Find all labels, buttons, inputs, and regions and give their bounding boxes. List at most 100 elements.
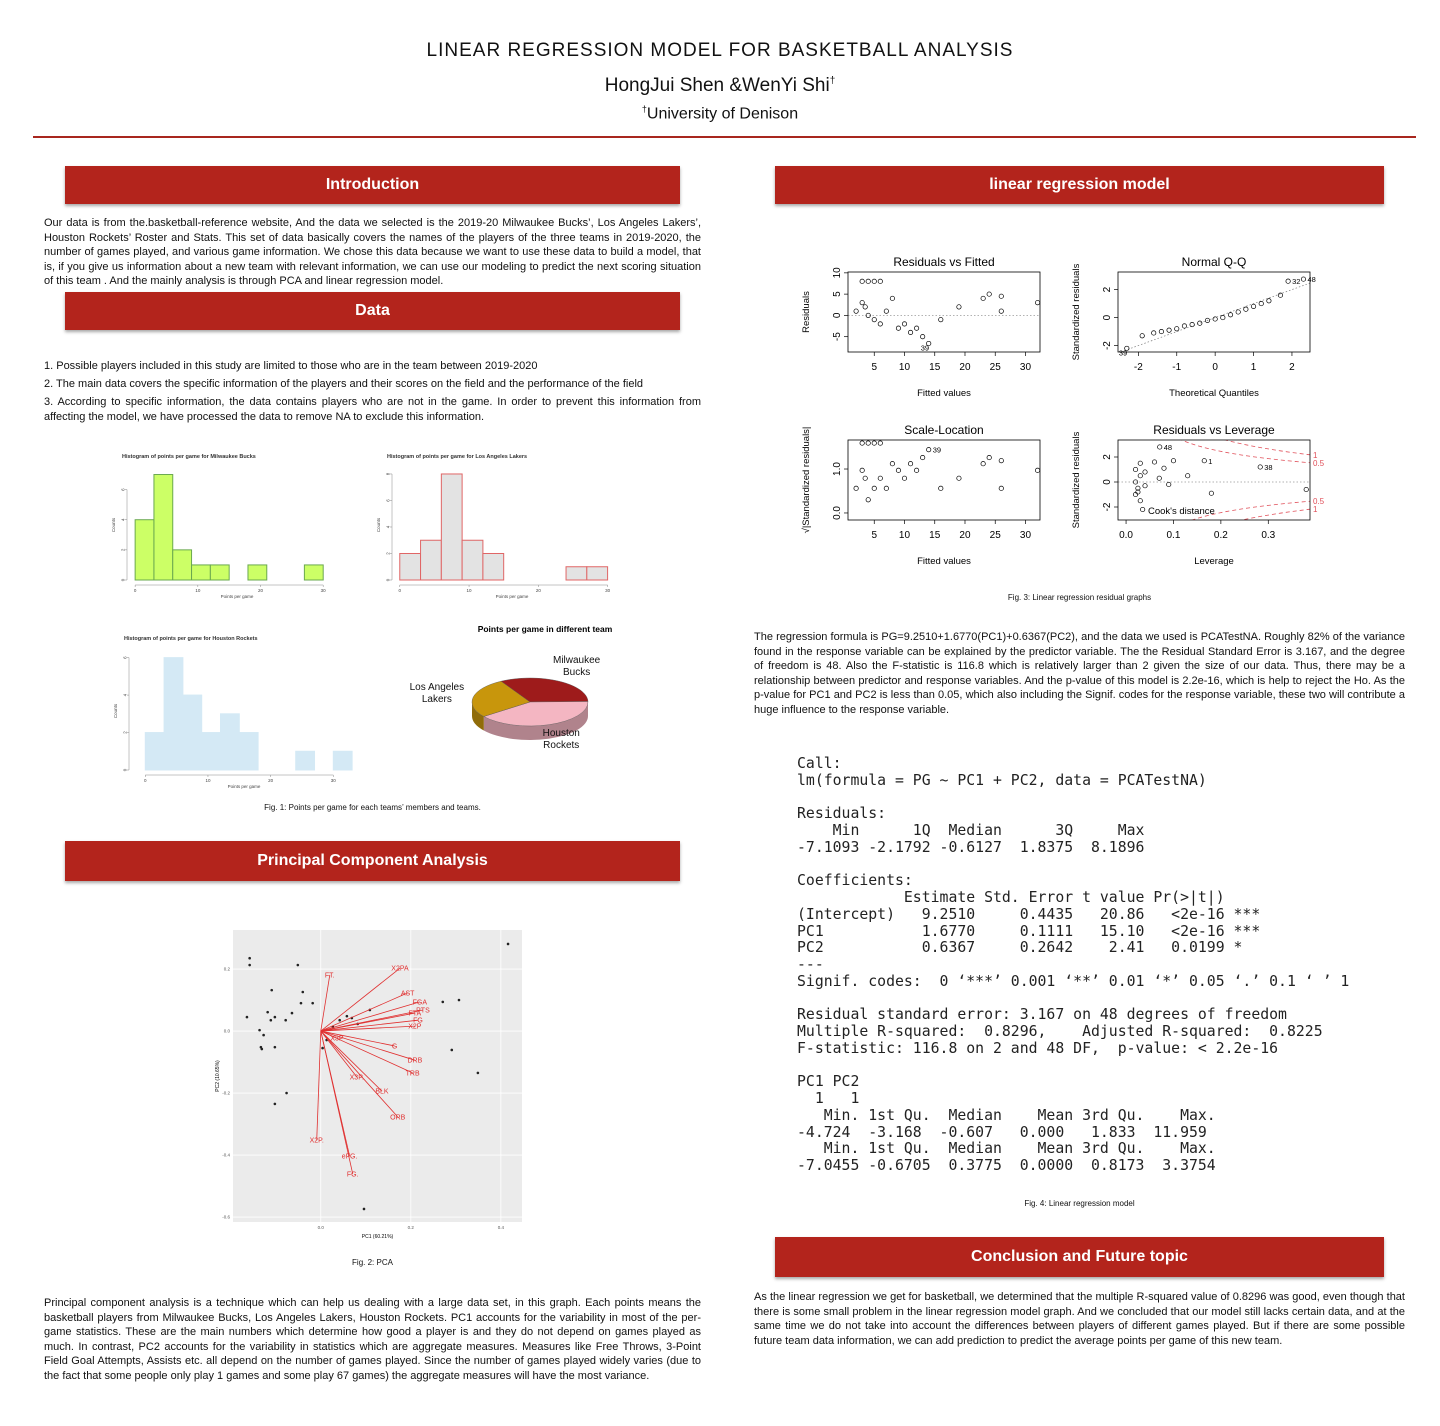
annotation: Cook's distance	[1148, 506, 1215, 517]
data-point	[920, 455, 926, 461]
y-tick-label: 5	[832, 291, 843, 297]
loading-arrow	[320, 967, 401, 1032]
loading-label: ORB	[390, 1114, 406, 1121]
data-point	[986, 291, 992, 297]
pca-biplot: 0.0 0.2 0.4 0.2 0.0 -0.2 -0.4 -0.6 PC1 (60.21%) P…	[215, 930, 522, 1240]
y-axis-label: Counts	[113, 703, 118, 718]
y-tick-label: -2	[1102, 341, 1113, 350]
x-tick-label: 0.0	[318, 1225, 325, 1230]
y-axis-label: Counts	[111, 517, 116, 532]
x-tick-label: 30	[1020, 362, 1032, 373]
data-point	[1227, 312, 1234, 318]
regression-output: Call: lm(formula = PG ~ PC1 + PC2, data =…	[797, 755, 1349, 1192]
data-point	[859, 467, 865, 473]
data-point	[1124, 345, 1130, 351]
y-tick-label: -0.4	[222, 1153, 230, 1158]
histogram-bar	[163, 657, 184, 771]
x-tick-label: 0.1	[1167, 530, 1181, 541]
loading-arrow	[320, 1019, 419, 1032]
pca-point	[285, 1091, 288, 1095]
loading-label: G	[392, 1043, 397, 1050]
data-point	[1166, 327, 1172, 333]
loading-arrow	[320, 1030, 358, 1078]
pca-point	[296, 963, 300, 967]
output-block: Residual standard error: 3.167 on 48 deg…	[797, 1006, 1349, 1057]
data-point	[920, 334, 926, 340]
panel-title: Scale-Location	[904, 423, 983, 437]
x-axis-label: Fitted values	[917, 388, 971, 399]
pie-chart: Points per game in different team	[471, 624, 613, 740]
data-point	[1212, 316, 1218, 322]
cook-contour	[1191, 500, 1310, 520]
y-tick-label: 1.0	[832, 462, 843, 476]
data-point	[859, 278, 865, 284]
loading-label: X2P	[408, 1024, 422, 1031]
pca-point	[345, 1014, 349, 1018]
section-banner: Conclusion and Future topic	[775, 1237, 1384, 1277]
data-point	[1300, 276, 1307, 282]
pca-point	[248, 963, 251, 967]
data-point	[907, 329, 914, 335]
data-point	[865, 312, 871, 318]
x-tick-label: 2	[1289, 362, 1295, 373]
y-tick-label: 2	[1102, 454, 1113, 460]
pca-point	[311, 1001, 314, 1005]
figure-caption: Fig. 4: Linear regression model	[1024, 1199, 1135, 1208]
data-point	[914, 467, 920, 473]
output-line: Min. 1st Qu. Median Mean 3rd Qu. Max.	[797, 1140, 1216, 1158]
data-point	[862, 304, 868, 310]
data-point	[871, 278, 877, 284]
data-point	[877, 321, 883, 327]
data-point	[998, 308, 1004, 314]
x-tick-label: 0.0	[1119, 530, 1133, 541]
data-point	[1204, 317, 1211, 323]
section-banner: Data	[65, 292, 680, 330]
authors-line: HongJui Shen &WenYi Shi†	[0, 75, 1440, 97]
y-axis-label: Standardized residuals	[1071, 431, 1082, 528]
pie-label: Milwaukee Bucks	[553, 655, 601, 679]
loading-label: X2PA	[391, 966, 409, 973]
data-point	[877, 440, 883, 446]
x-tick-label: 10	[899, 530, 911, 541]
data-point	[877, 278, 883, 284]
x-tick-label: 10	[467, 588, 473, 593]
x-tick-label: -1	[1172, 362, 1181, 373]
poster-title: LINEAR REGRESSION MODEL FOR BASKETBALL A…	[426, 40, 1014, 61]
list-item: 3. According to specific information, th…	[44, 396, 701, 423]
point-label: 39	[1119, 348, 1127, 357]
data-point	[895, 467, 901, 473]
output-block: Call: lm(formula = PG ~ PC1 + PC2, data =…	[797, 755, 1349, 790]
y-axis-label: Counts	[376, 517, 381, 532]
plot-background	[233, 930, 522, 1222]
y-axis-label: PC2 (10.65%)	[215, 1060, 221, 1092]
cook-contour	[1240, 508, 1310, 520]
data-point	[859, 440, 865, 446]
histogram: Histogram of points per game for Houston…	[113, 636, 353, 789]
histogram-bar	[209, 564, 230, 581]
data-point	[956, 304, 962, 310]
affiliation-mark: †	[641, 104, 647, 114]
pca-point	[258, 1028, 261, 1032]
x-axis-label: Fitted values	[917, 556, 971, 567]
data-point	[1132, 491, 1139, 498]
data-point	[877, 475, 883, 481]
output-line: Min. 1st Qu. Median Mean 3rd Qu. Max.	[797, 1106, 1216, 1124]
data-point	[980, 461, 986, 467]
loading-label: PTS	[416, 1007, 430, 1014]
output-block: Coefficients: Estimate Std. Error t valu…	[797, 872, 1349, 990]
data-point	[871, 317, 877, 323]
y-tick-label: 2	[386, 552, 391, 555]
data-point	[871, 485, 877, 491]
cook-contour	[1224, 440, 1310, 456]
y-tick-label: 0.2	[224, 967, 231, 972]
x-axis-label: Theoretical Quantiles	[1169, 388, 1259, 399]
loading-label: X3P	[330, 1036, 344, 1043]
x-tick-label: 0.4	[498, 1225, 505, 1230]
y-tick-label: 2	[121, 548, 126, 551]
pca-point	[266, 1010, 269, 1014]
data-point	[1189, 322, 1195, 328]
output-line: Min 1Q Median 3Q Max	[797, 822, 1145, 839]
loading-arrow	[316, 1031, 322, 1141]
